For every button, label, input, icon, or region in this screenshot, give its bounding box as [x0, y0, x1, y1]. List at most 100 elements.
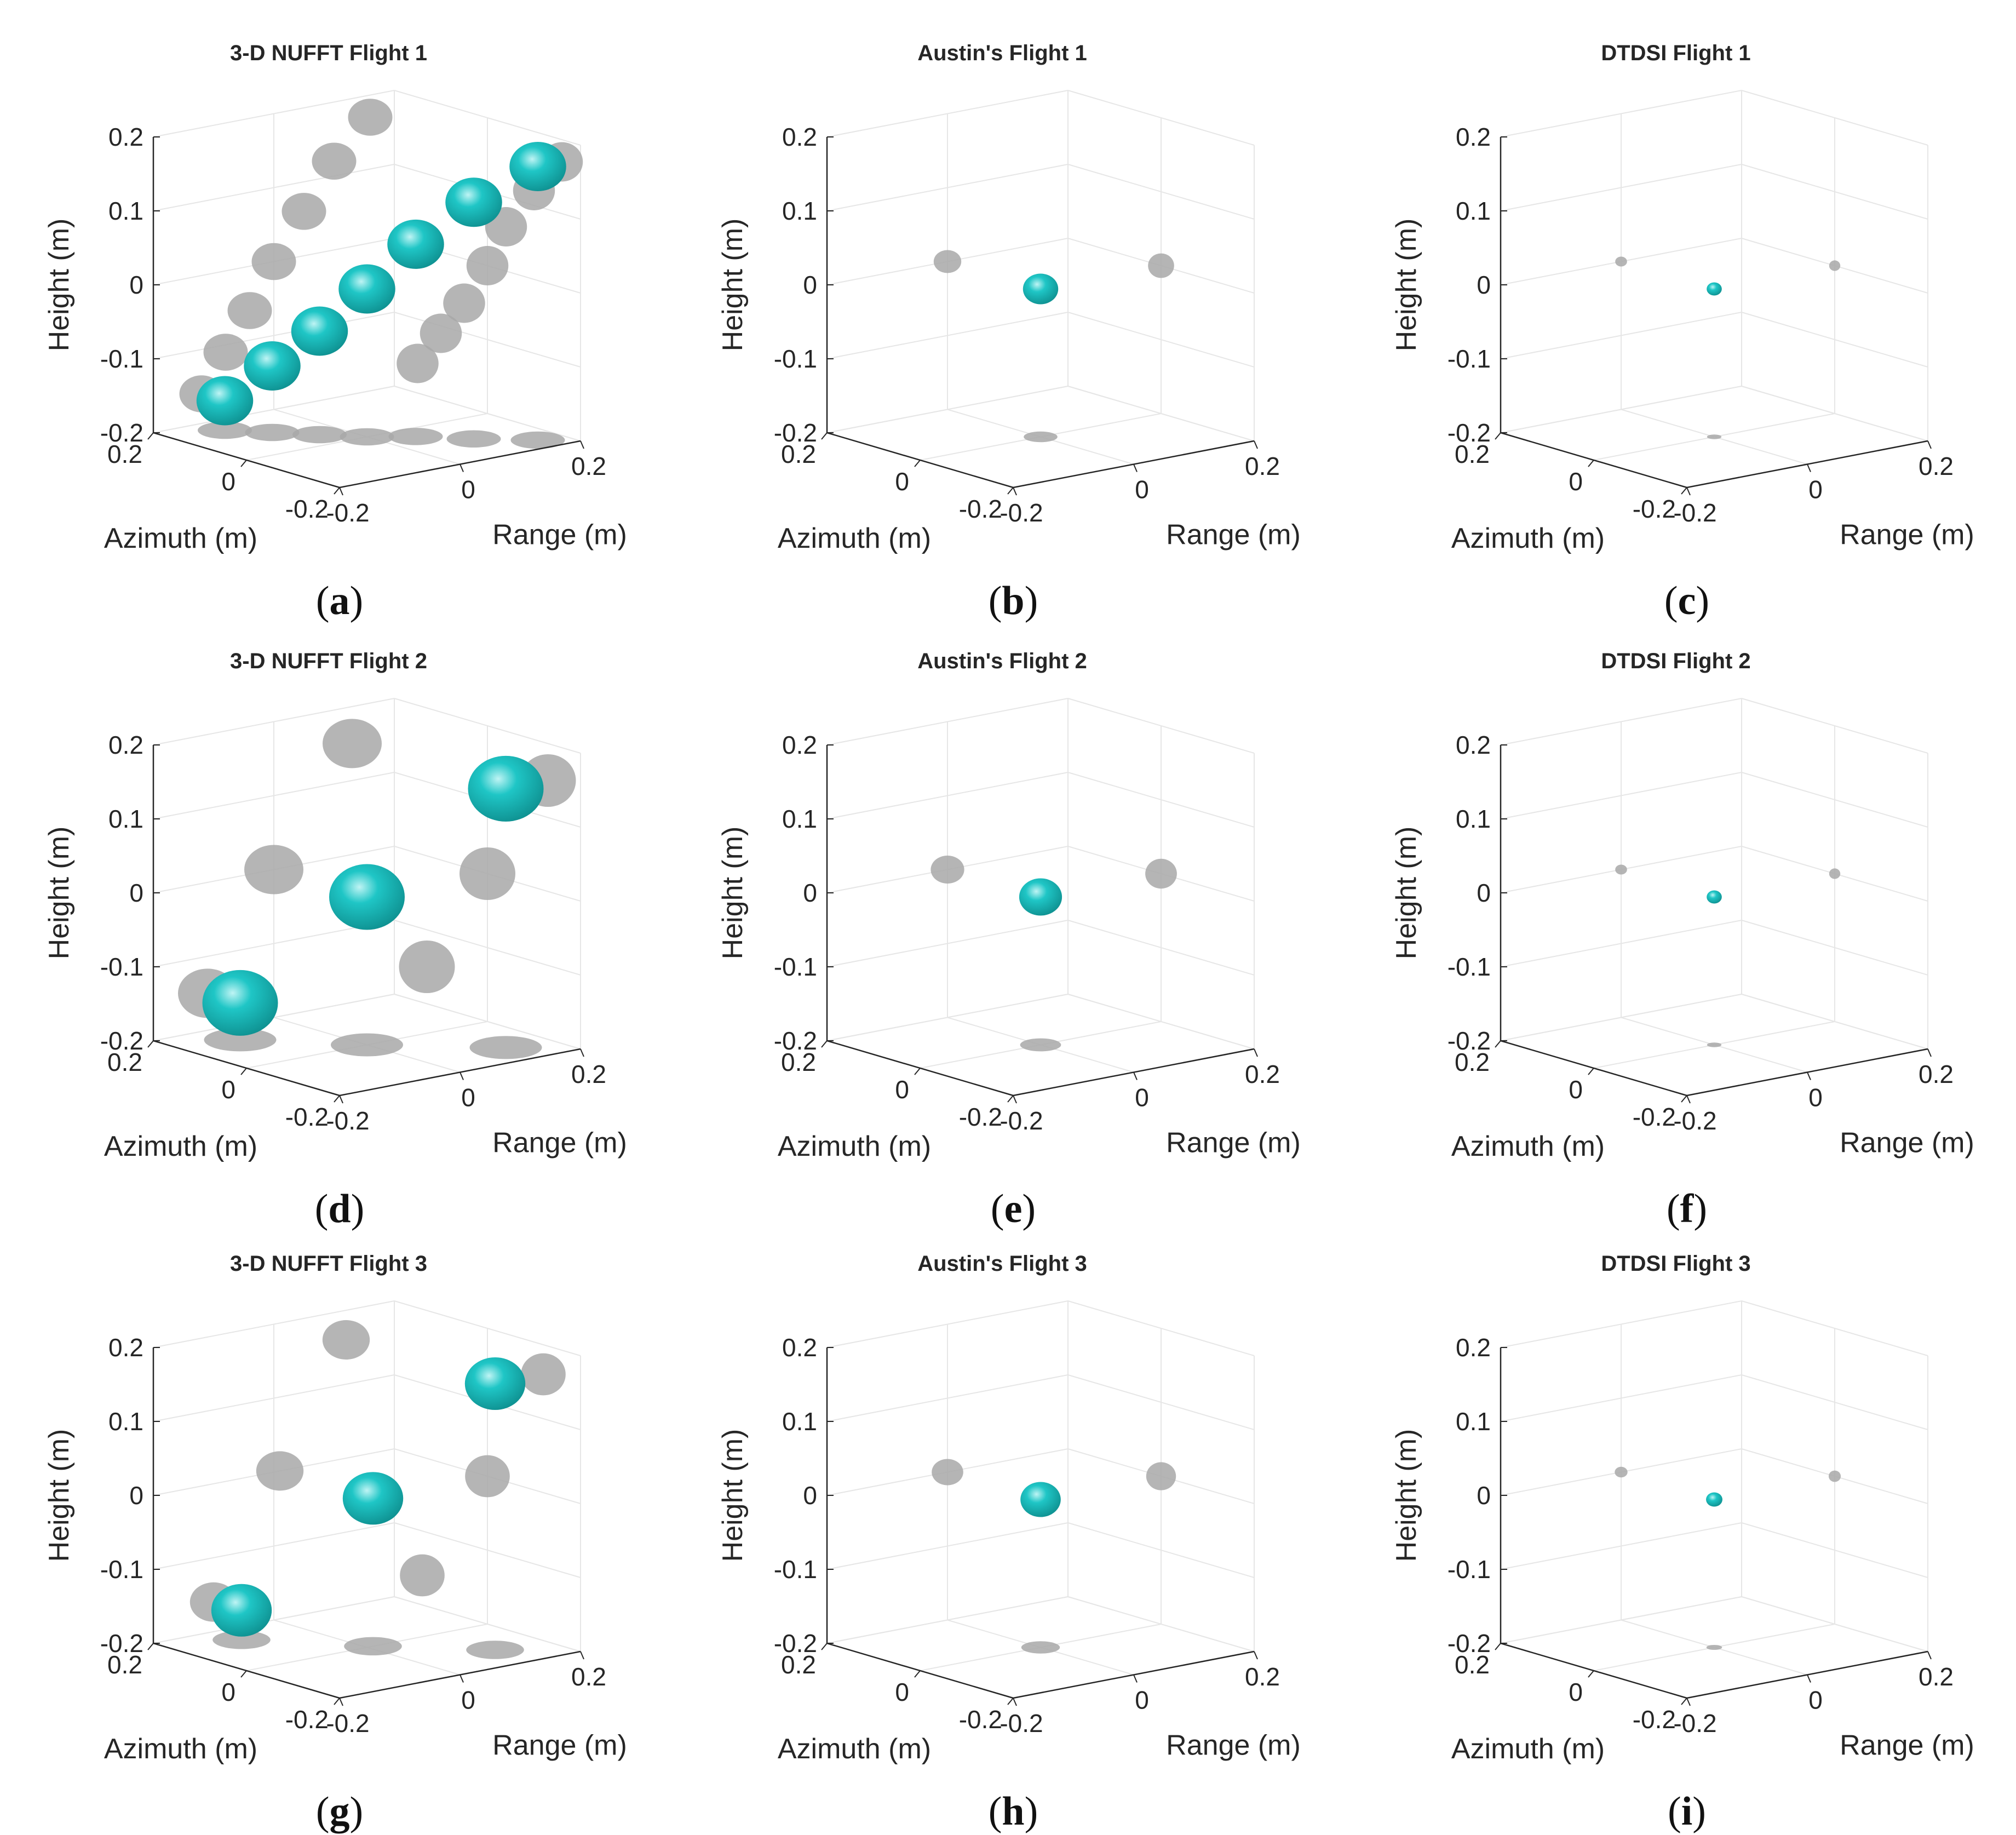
- range-axis-label: Range (m): [492, 1729, 627, 1761]
- shadow-floor: [212, 1630, 271, 1649]
- side-gridline: [1067, 1300, 1255, 1356]
- panel-e: -0.2 0 0.2 -0.2 0 0.2 -0.2 -0.1 0 0.1 0.2 Range (m)…: [685, 624, 1331, 1232]
- shadow-floor: [344, 1637, 402, 1656]
- height-tick-label: 0.1: [1456, 805, 1491, 833]
- shadow-back: [227, 292, 272, 329]
- height-tick-label: -0.1: [100, 345, 143, 373]
- azimuth-tick: [147, 432, 154, 440]
- azimuth-tick: [1007, 1698, 1014, 1705]
- back-gridline: [1500, 312, 1742, 359]
- panel-caption: (i): [1621, 1788, 1753, 1835]
- isosurface-blob: [509, 142, 566, 191]
- azimuth-tick-label: 0.2: [107, 1650, 142, 1679]
- shadow-back: [322, 1320, 370, 1360]
- azimuth-tick-label: 0.2: [107, 1048, 142, 1076]
- range-tick-label: 0: [1808, 1686, 1823, 1714]
- range-tick: [580, 1651, 584, 1660]
- height-tick-label: 0: [1477, 879, 1491, 907]
- azimuth-tick-label: 0: [1569, 1075, 1583, 1104]
- isosurface: [202, 755, 544, 1036]
- tick-labels: -0.200.2-0.200.2-0.2-0.100.10.2: [100, 123, 606, 527]
- back-gridline: [1500, 994, 1742, 1041]
- tick-labels: -0.200.2-0.200.2-0.2-0.100.10.2: [774, 123, 1280, 527]
- shadow-side: [466, 246, 509, 285]
- back-gridline: [1500, 1300, 1742, 1348]
- back-gridline: [1500, 920, 1742, 967]
- height-axis-label: Height (m): [43, 1429, 75, 1562]
- panel-caption: (h): [947, 1788, 1079, 1835]
- isosurface: [196, 142, 566, 426]
- caption-open-paren: (: [315, 578, 330, 623]
- height-tick-label: -0.1: [774, 953, 817, 981]
- caption-letter: e: [1004, 1186, 1023, 1231]
- side-gridline: [394, 1596, 581, 1652]
- shadow-floor: [1707, 1042, 1722, 1047]
- range-tick-label: -0.2: [1000, 1709, 1043, 1737]
- shadow-floor: [331, 1033, 403, 1057]
- side-gridline: [1067, 1522, 1255, 1578]
- back-gridline: [826, 1300, 1069, 1348]
- shadow-side: [420, 313, 462, 353]
- shadow-projections: [1615, 256, 1841, 439]
- chart-title: Austin's Flight 2: [917, 649, 1087, 673]
- range-tick-label: -0.2: [326, 498, 369, 527]
- caption-open-paren: (: [1668, 1789, 1681, 1834]
- shadow-side: [1145, 858, 1177, 889]
- caption-open-paren: (: [314, 1186, 329, 1231]
- range-tick-label: 0.2: [1919, 1060, 1954, 1088]
- azimuth-tick-label: 0: [895, 1678, 909, 1706]
- side-gridline: [1741, 90, 1928, 146]
- height-tick-label: -0.2: [774, 418, 817, 447]
- height-tick-label: 0: [129, 1481, 143, 1510]
- isosurface-blob: [1707, 890, 1722, 904]
- shadow-side: [1829, 260, 1841, 271]
- azimuth-axis-label: Azimuth (m): [104, 1131, 257, 1162]
- chart-title: DTDSI Flight 2: [1601, 649, 1750, 673]
- shadow-projections: [933, 250, 1174, 443]
- isosurface-blob: [445, 177, 502, 227]
- shadow-floor: [469, 1036, 542, 1059]
- side-gridline: [1067, 772, 1255, 828]
- tick-labels: -0.200.2-0.200.2-0.2-0.100.10.2: [100, 731, 606, 1135]
- range-axis-label: Range (m): [1166, 1729, 1301, 1761]
- azimuth-axis-label: Azimuth (m): [104, 523, 257, 554]
- back-gridline: [153, 90, 395, 137]
- height-tick-label: 0.2: [108, 123, 143, 151]
- azimuth-tick-label: 0.2: [1455, 440, 1490, 468]
- azimuth-tick: [1495, 1643, 1501, 1650]
- azimuth-axis-label: Azimuth (m): [1451, 523, 1605, 554]
- azimuth-tick-label: 0.2: [1455, 1048, 1490, 1076]
- height-tick-label: 0: [129, 879, 143, 907]
- isosurface: [1706, 1492, 1722, 1507]
- side-gridline: [394, 386, 581, 441]
- range-tick-label: 0: [461, 1083, 475, 1112]
- side-gridline: [1067, 90, 1255, 146]
- isosurface-blob: [211, 1584, 272, 1637]
- range-axis-label: Range (m): [1166, 519, 1301, 550]
- height-tick-label: 0.2: [1456, 1333, 1491, 1362]
- shadow-side: [521, 1353, 566, 1396]
- side-gridline: [1067, 920, 1255, 976]
- caption-open-paren: (: [1664, 578, 1678, 623]
- azimuth-tick: [1007, 487, 1014, 495]
- isosurface-blob: [464, 1357, 526, 1410]
- caption-letter: h: [1002, 1789, 1025, 1834]
- chart-title: DTDSI Flight 1: [1601, 41, 1750, 65]
- range-tick: [1254, 1651, 1258, 1660]
- height-tick-label: 0: [1477, 1481, 1491, 1510]
- side-gridline: [1741, 920, 1928, 976]
- isosurface-blob: [468, 755, 544, 822]
- back-gridline: [1500, 1596, 1742, 1644]
- height-tick-label: 0.1: [782, 1407, 817, 1436]
- azimuth-axis-label: Azimuth (m): [778, 523, 931, 554]
- shadow-back: [931, 856, 964, 884]
- azimuth-tick: [334, 487, 340, 495]
- azimuth-tick-label: 0: [221, 1075, 236, 1104]
- caption-letter: a: [329, 578, 350, 623]
- range-tick: [1807, 464, 1811, 472]
- range-tick-label: 0.2: [571, 1662, 606, 1691]
- isosurface-blob: [244, 341, 301, 391]
- shadow-back: [932, 1459, 963, 1486]
